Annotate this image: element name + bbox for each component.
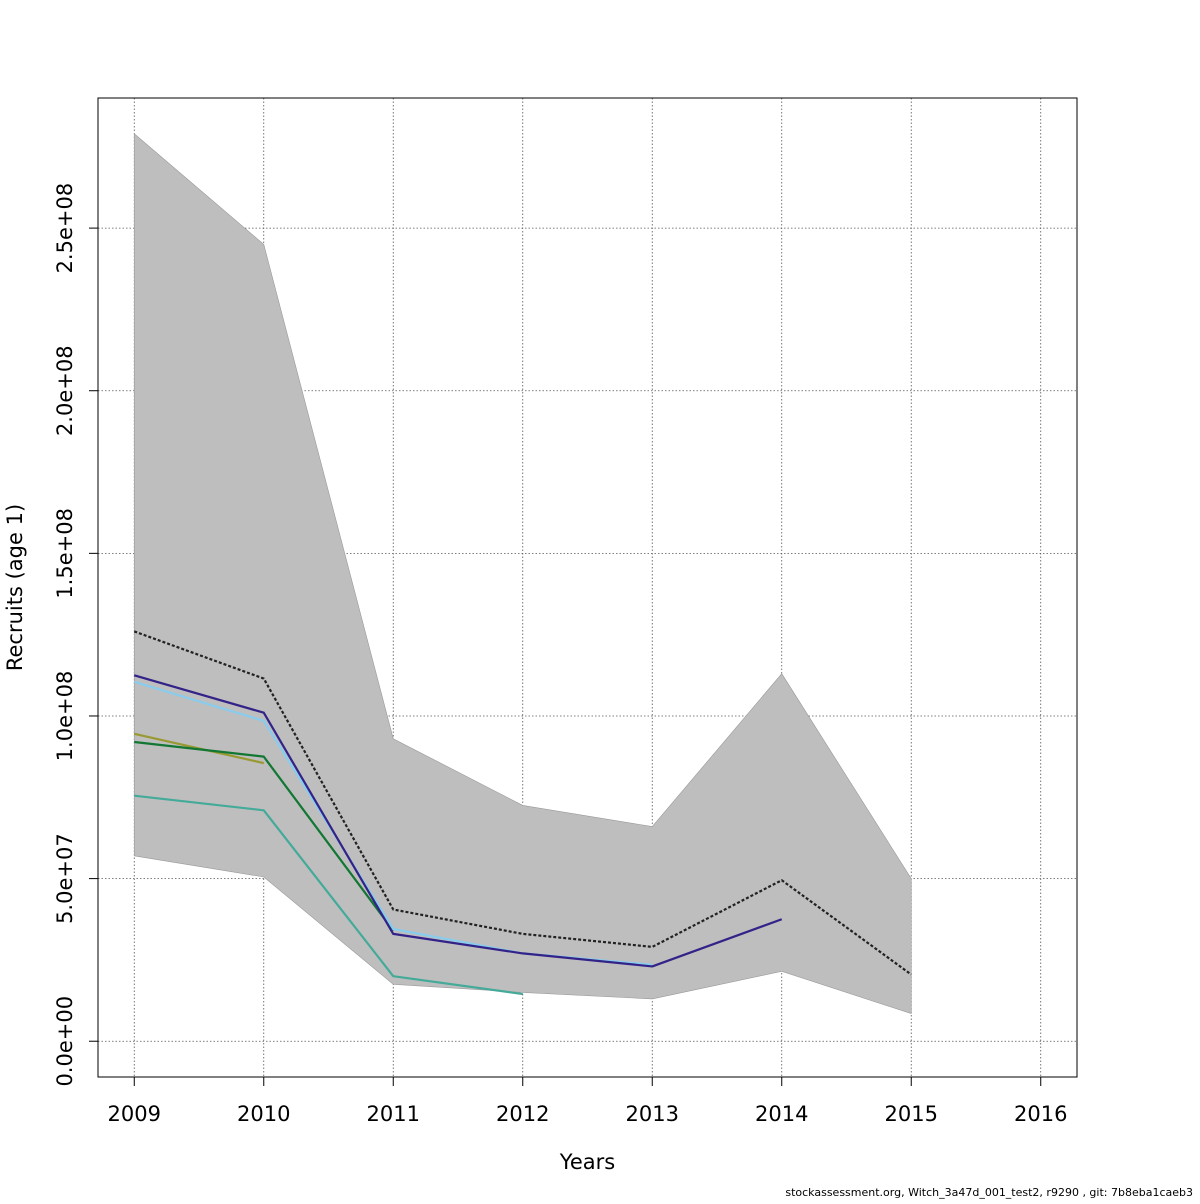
series-line-1: [133, 630, 912, 976]
y-axis-title: Recruits (age 1): [3, 504, 27, 671]
series-line-2: [134, 794, 523, 996]
footer-source-note: stockassessment.org, Witch_3a47d_001_tes…: [785, 1186, 1193, 1199]
confidence-band: [133, 133, 912, 1014]
x-tick-label-2009: 2009: [108, 1102, 161, 1126]
x-tick-label-2016: 2016: [1014, 1102, 1067, 1126]
y-tick-label-2: 1.0e+08: [53, 671, 77, 762]
y-tick-label-1: 5.0e+07: [53, 833, 77, 924]
confidence-band-area: [133, 133, 912, 1014]
x-tick-label-2011: 2011: [367, 1102, 420, 1126]
series-line-6: [133, 674, 783, 968]
y-tick-label-0: 0.0e+00: [53, 996, 77, 1087]
x-axis-title: Years: [559, 1150, 615, 1174]
y-tick-label-3: 1.5e+08: [53, 508, 77, 599]
x-tick-label-2010: 2010: [237, 1102, 290, 1126]
y-tick-label-5: 2.5e+08: [53, 183, 77, 274]
plot-frame: [97, 97, 1078, 1078]
axes: 2009 2010 2011 2012 2013 2014 2015 2016 0.0e+00 5…: [53, 183, 1067, 1126]
series-lines: [133, 630, 912, 996]
x-tick-label-2014: 2014: [755, 1102, 808, 1126]
x-tick-label-2015: 2015: [885, 1102, 938, 1126]
y-tick-label-4: 2.0e+08: [53, 345, 77, 436]
series-line-4: [134, 740, 395, 932]
x-tick-label-2012: 2012: [496, 1102, 549, 1126]
x-tick-label-2013: 2013: [626, 1102, 679, 1126]
